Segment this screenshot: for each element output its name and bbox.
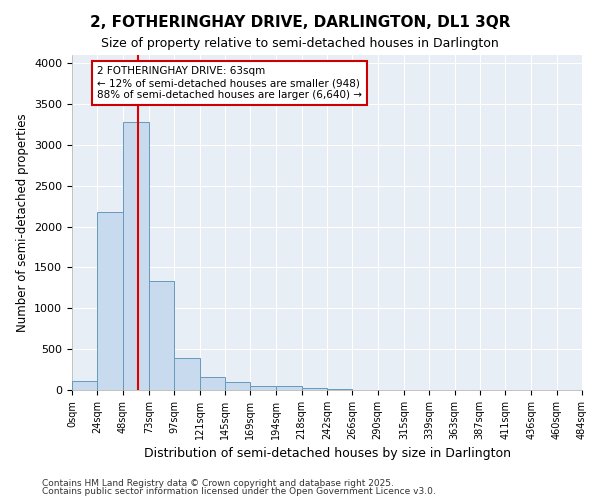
Bar <box>327 388 352 390</box>
Bar <box>302 388 327 390</box>
Text: 2 FOTHERINGHAY DRIVE: 63sqm
← 12% of semi-detached houses are smaller (948)
88% : 2 FOTHERINGHAY DRIVE: 63sqm ← 12% of sem… <box>97 66 362 100</box>
Bar <box>122 122 149 390</box>
Y-axis label: Number of semi-detached properties: Number of semi-detached properties <box>16 113 29 332</box>
Bar <box>149 280 174 390</box>
Bar <box>174 358 199 390</box>
Text: Contains HM Land Registry data © Crown copyright and database right 2025.: Contains HM Land Registry data © Crown c… <box>42 479 394 488</box>
Bar <box>72 382 97 390</box>
X-axis label: Distribution of semi-detached houses by size in Darlington: Distribution of semi-detached houses by … <box>143 448 511 460</box>
Text: Contains public sector information licensed under the Open Government Licence v3: Contains public sector information licen… <box>42 487 436 496</box>
Bar <box>250 386 277 390</box>
Bar <box>225 382 250 390</box>
Bar <box>199 378 225 390</box>
Text: 2, FOTHERINGHAY DRIVE, DARLINGTON, DL1 3QR: 2, FOTHERINGHAY DRIVE, DARLINGTON, DL1 3… <box>90 15 510 30</box>
Bar <box>97 212 122 390</box>
Text: Size of property relative to semi-detached houses in Darlington: Size of property relative to semi-detach… <box>101 38 499 51</box>
Bar <box>277 386 302 390</box>
